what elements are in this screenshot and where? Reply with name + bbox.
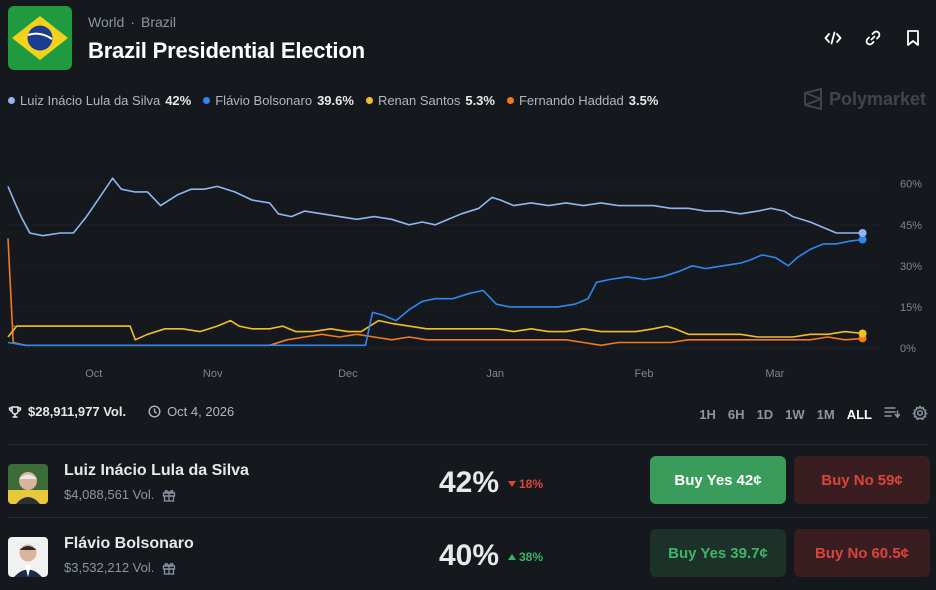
buy-no-price: 59¢	[877, 471, 903, 489]
outcome-row-lula[interactable]: Luiz Inácio Lula da Silva $4,088,561 Vol…	[8, 446, 930, 518]
legend-name: Luiz Inácio Lula da Silva	[20, 93, 161, 108]
legend-item-haddad: Fernando Haddad 3.5%	[506, 93, 659, 108]
brand-name: Polymarket	[828, 88, 926, 109]
total-volume: $28,911,977 Vol.	[28, 404, 127, 419]
brazil-flag-icon	[8, 6, 72, 70]
legend-swatch	[365, 97, 373, 104]
outcome-row-bolsonaro[interactable]: Flávio Bolsonaro $3,532,212 Vol. 40% 38%…	[8, 519, 930, 590]
legend-name: Fernando Haddad	[518, 93, 624, 108]
x-tick-label: Feb	[635, 368, 654, 380]
y-tick-label: 15%	[900, 302, 922, 314]
x-tick-label: Dec	[338, 368, 358, 380]
clock-icon	[148, 405, 161, 418]
range-1d[interactable]: 1D	[756, 407, 774, 422]
breadcrumb-world[interactable]: World	[88, 14, 125, 30]
buy-no-button[interactable]: Buy No 59¢	[794, 456, 930, 504]
buy-yes-button[interactable]: Buy Yes 39.7¢	[650, 529, 786, 577]
legend-item-santos: Renan Santos 5.3%	[365, 93, 495, 108]
time-range-selector: 1H 6H 1D 1W 1M ALL	[699, 405, 928, 424]
legend-swatch	[8, 97, 15, 104]
outcome-change: 18%	[508, 477, 543, 491]
range-6h[interactable]: 6H	[727, 407, 745, 422]
end-date-stat: Oct 4, 2026	[148, 404, 234, 419]
x-tick-label: Jan	[486, 368, 504, 380]
gift-icon[interactable]	[162, 488, 176, 502]
divider	[8, 444, 928, 445]
range-1h[interactable]: 1H	[699, 407, 716, 422]
page-title: Brazil Presidential Election	[88, 38, 365, 63]
breadcrumb-separator: ·	[130, 14, 135, 30]
legend-pct: 5.3%	[465, 93, 495, 108]
y-tick-label: 60%	[900, 179, 922, 191]
outcome-name: Flávio Bolsonaro	[64, 535, 194, 552]
series-end-point	[858, 329, 867, 338]
breadcrumb: World · Brazil	[88, 14, 176, 30]
series-end-point	[858, 235, 867, 244]
x-tick-label: Nov	[203, 368, 223, 380]
outcome-change-value: 38%	[519, 550, 544, 564]
legend-item-lula: Luiz Inácio Lula da Silva 42%	[8, 93, 191, 108]
legend-item-bolsonaro: Flávio Bolsonaro 39.6%	[203, 93, 354, 108]
trophy-icon	[8, 405, 22, 418]
series-end-point	[858, 228, 867, 237]
x-tick-label: Oct	[85, 368, 102, 380]
link-icon[interactable]	[864, 28, 882, 48]
gift-icon[interactable]	[162, 561, 176, 575]
series-line-1	[7, 238, 863, 347]
chart-svg: 60% 45% 30% 15% 0% Oct Nov Dec Jan Feb Mar	[7, 177, 922, 380]
outcome-probability: 40%	[439, 539, 500, 572]
outcome-meta: $3,532,212 Vol.	[64, 560, 176, 575]
legend-name: Flávio Bolsonaro	[215, 93, 313, 108]
buy-yes-label: Buy Yes	[668, 544, 727, 562]
legend-swatch	[506, 97, 514, 104]
y-tick-label: 0%	[900, 343, 916, 355]
legend-name: Renan Santos	[377, 93, 461, 108]
series-line-2	[7, 319, 863, 341]
legend-pct: 42%	[165, 93, 192, 108]
header-actions	[824, 28, 922, 48]
gear-icon[interactable]	[912, 405, 928, 424]
polymarket-logo: Polymarket	[803, 88, 926, 110]
volume-stat: $28,911,977 Vol.	[8, 404, 126, 419]
legend-swatch	[203, 97, 211, 104]
outcome-meta: $4,088,561 Vol.	[64, 487, 176, 502]
outcome-change: 38%	[508, 550, 543, 564]
legend-pct: 3.5%	[628, 93, 659, 108]
y-tick-label: 30%	[900, 261, 922, 273]
outcome-volume: $4,088,561 Vol.	[64, 487, 155, 502]
avatar	[8, 537, 48, 577]
market-stats: $28,911,977 Vol. Oct 4, 2026	[8, 404, 234, 419]
polymarket-icon	[803, 88, 822, 110]
legend-pct: 39.6%	[317, 93, 354, 108]
range-all[interactable]: ALL	[846, 407, 872, 422]
divider	[8, 517, 928, 518]
x-tick-label: Mar	[765, 368, 784, 380]
series-line-0	[7, 177, 863, 237]
code-icon[interactable]	[824, 28, 842, 48]
triangle-up-icon	[508, 553, 516, 560]
buy-no-label: Buy No	[814, 544, 868, 562]
outcome-probability: 42%	[439, 466, 500, 499]
buy-yes-label: Buy Yes	[674, 471, 733, 489]
chart-legend: Luiz Inácio Lula da Silva 42% Flávio Bol…	[8, 93, 658, 108]
y-tick-label: 45%	[900, 220, 922, 232]
buy-yes-price: 39.7¢	[730, 544, 768, 562]
bookmark-icon[interactable]	[904, 28, 922, 48]
outcome-change-value: 18%	[519, 477, 544, 491]
buy-no-button[interactable]: Buy No 60.5¢	[794, 529, 930, 577]
range-1w[interactable]: 1W	[785, 407, 805, 422]
price-chart[interactable]: 60% 45% 30% 15% 0% Oct Nov Dec Jan Feb Mar	[0, 160, 936, 385]
triangle-down-icon	[508, 480, 516, 487]
buy-no-price: 60.5¢	[871, 544, 910, 562]
end-date: Oct 4, 2026	[167, 404, 235, 419]
breadcrumb-brazil[interactable]: Brazil	[140, 14, 176, 30]
range-1m[interactable]: 1M	[816, 407, 835, 422]
outcome-name: Luiz Inácio Lula da Silva	[64, 462, 249, 479]
buy-yes-price: 42¢	[736, 471, 762, 489]
filter-icon[interactable]	[884, 406, 901, 423]
outcome-volume: $3,532,212 Vol.	[64, 560, 155, 575]
buy-no-label: Buy No	[821, 471, 874, 489]
avatar	[8, 464, 48, 504]
buy-yes-button[interactable]: Buy Yes 42¢	[650, 456, 786, 504]
